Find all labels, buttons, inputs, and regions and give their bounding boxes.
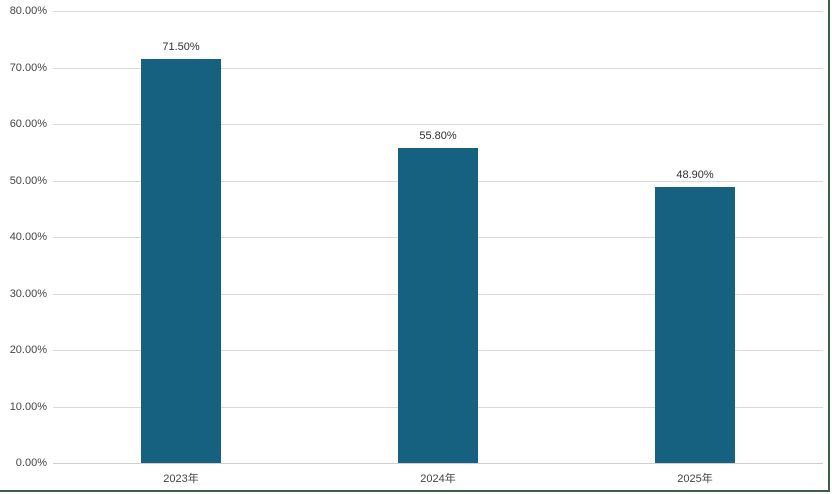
bar-value-label: 48.90% <box>676 169 714 181</box>
y-axis-tick-label: 0.00% <box>15 457 47 469</box>
bar-value-label: 71.50% <box>162 41 200 53</box>
gridline <box>53 124 823 125</box>
bar <box>141 59 221 463</box>
y-axis-tick-label: 80.00% <box>9 5 47 17</box>
y-axis-tick-label: 10.00% <box>9 401 47 413</box>
y-axis-tick-label: 20.00% <box>9 344 47 356</box>
x-axis-category-label: 2025年 <box>677 473 713 485</box>
gridline <box>53 68 823 69</box>
x-axis-line <box>53 463 823 464</box>
y-axis-tick-label: 70.00% <box>9 62 47 74</box>
x-axis-category-label: 2024年 <box>420 473 456 485</box>
x-axis-category-label: 2023年 <box>163 473 199 485</box>
y-axis-tick-label: 30.00% <box>9 288 47 300</box>
bar <box>398 148 478 463</box>
gridline <box>53 11 823 12</box>
y-axis-tick-label: 50.00% <box>9 175 47 187</box>
y-axis-tick-label: 40.00% <box>9 231 47 243</box>
bar-value-label: 55.80% <box>419 130 457 142</box>
bar <box>655 187 735 463</box>
y-axis-tick-label: 60.00% <box>9 118 47 130</box>
